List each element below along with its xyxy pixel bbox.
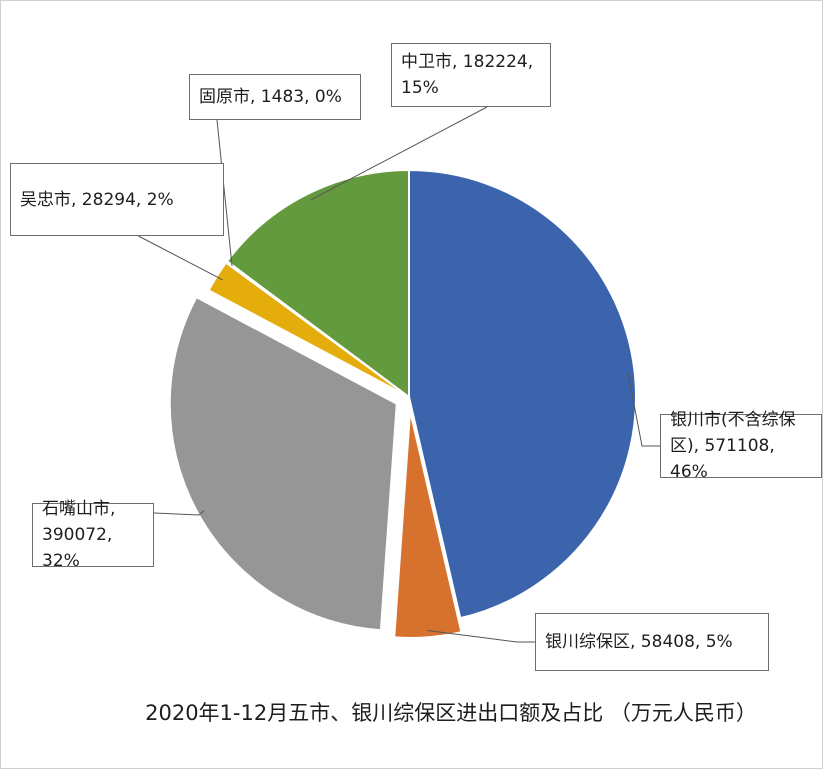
chart-title: 2020年1-12月五市、银川综保区进出口额及占比 （万元人民币）	[145, 701, 757, 725]
leader-line-zhongwei	[310, 106, 488, 201]
pie-slice-yinchuan	[408, 168, 637, 620]
leader-line-wuzhong	[138, 235, 223, 281]
data-label-yinchuan: 银川市(不含综保区), 571108, 46%	[660, 410, 822, 482]
pie-slice-yinchuan-free-trade-zone	[393, 410, 463, 639]
data-label-shizuishan: 石嘴山市, 390072, 32%	[32, 499, 154, 571]
leader-line-yinchuan-free-trade-zone	[427, 629, 535, 643]
pie-slice-shizuishan	[168, 295, 398, 632]
data-label-zhongwei: 中卫市, 182224, 15%	[391, 43, 551, 107]
data-label-wuzhong: 吴忠市, 28294, 2%	[10, 163, 224, 236]
leader-line-yinchuan	[627, 371, 660, 447]
leader-line-shizuishan	[153, 510, 205, 516]
pie-slice-zhongwei	[225, 168, 410, 399]
data-label-guyuan: 固原市, 1483, 0%	[189, 74, 361, 120]
leader-line-guyuan	[216, 119, 233, 267]
data-label-yinchuan-free-trade-zone: 银川综保区, 58408, 5%	[535, 613, 769, 671]
